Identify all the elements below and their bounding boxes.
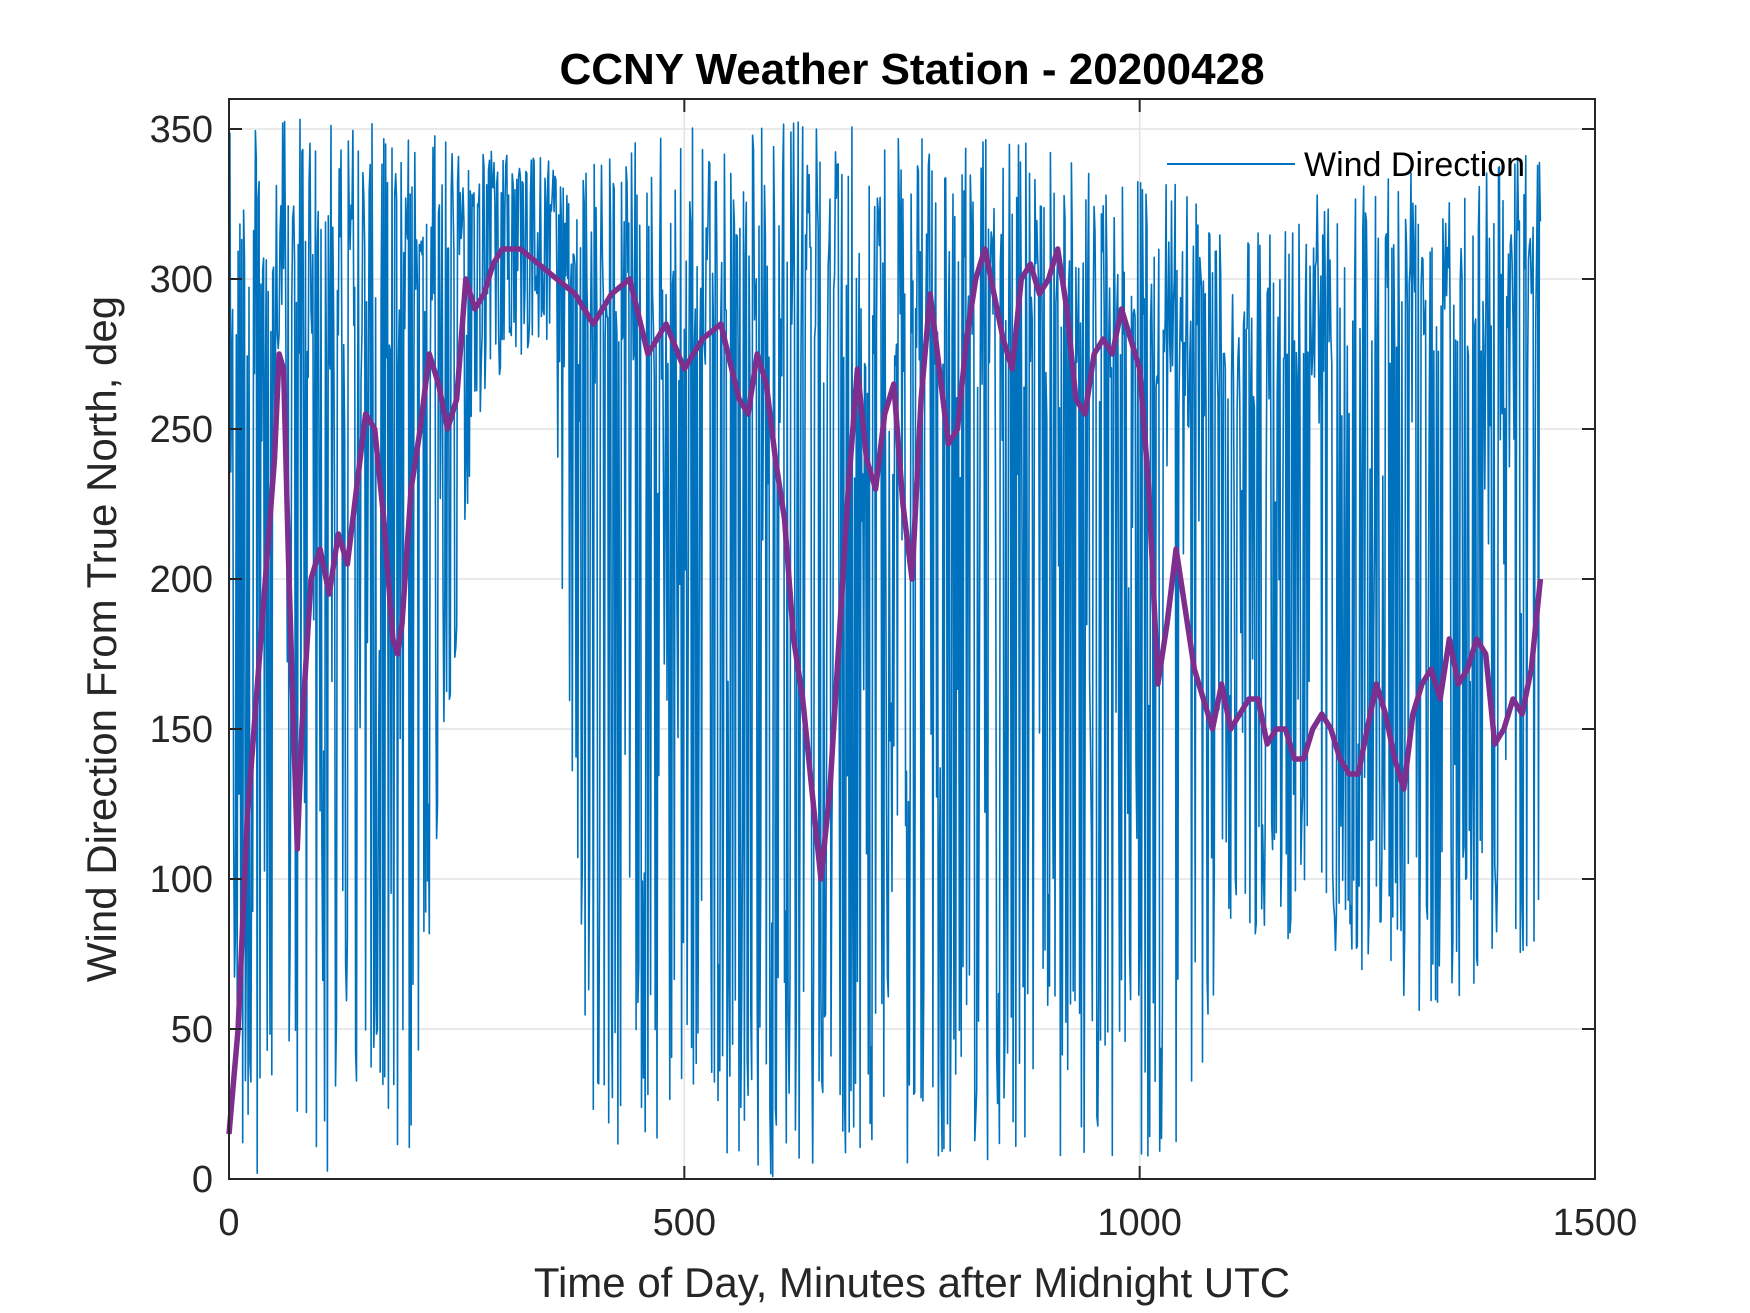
y-axis-label: Wind Direction From True North, deg — [78, 296, 125, 982]
plot-area — [226, 118, 1544, 1178]
x-tick-label: 0 — [218, 1202, 239, 1244]
y-tick-label: 50 — [171, 1009, 213, 1051]
chart-title: CCNY Weather Station - 20200428 — [559, 45, 1264, 94]
axis-ticks: 0 50 100 150 200 250 300 350 0 500 1000 1500 — [150, 99, 1638, 1244]
y-tick-label: 200 — [150, 559, 213, 601]
series-smoothed-average — [226, 246, 1544, 1135]
y-tick-label: 250 — [150, 409, 213, 451]
y-tick-label: 0 — [192, 1159, 213, 1201]
series-wind-direction — [228, 118, 1542, 1178]
x-axis-label: Time of Day, Minutes after Midnight UTC — [534, 1259, 1290, 1306]
x-tick-label: 500 — [653, 1202, 716, 1244]
legend: Wind Direction — [1167, 146, 1525, 184]
y-tick-label: 150 — [150, 709, 213, 751]
y-tick-label: 350 — [150, 109, 213, 151]
y-tick-label: 300 — [150, 259, 213, 301]
legend-label-wind-direction: Wind Direction — [1304, 146, 1525, 184]
axes-box — [228, 98, 1596, 1180]
y-tick-label: 100 — [150, 859, 213, 901]
x-tick-label: 1500 — [1553, 1202, 1638, 1244]
x-tick-label: 1000 — [1097, 1202, 1182, 1244]
